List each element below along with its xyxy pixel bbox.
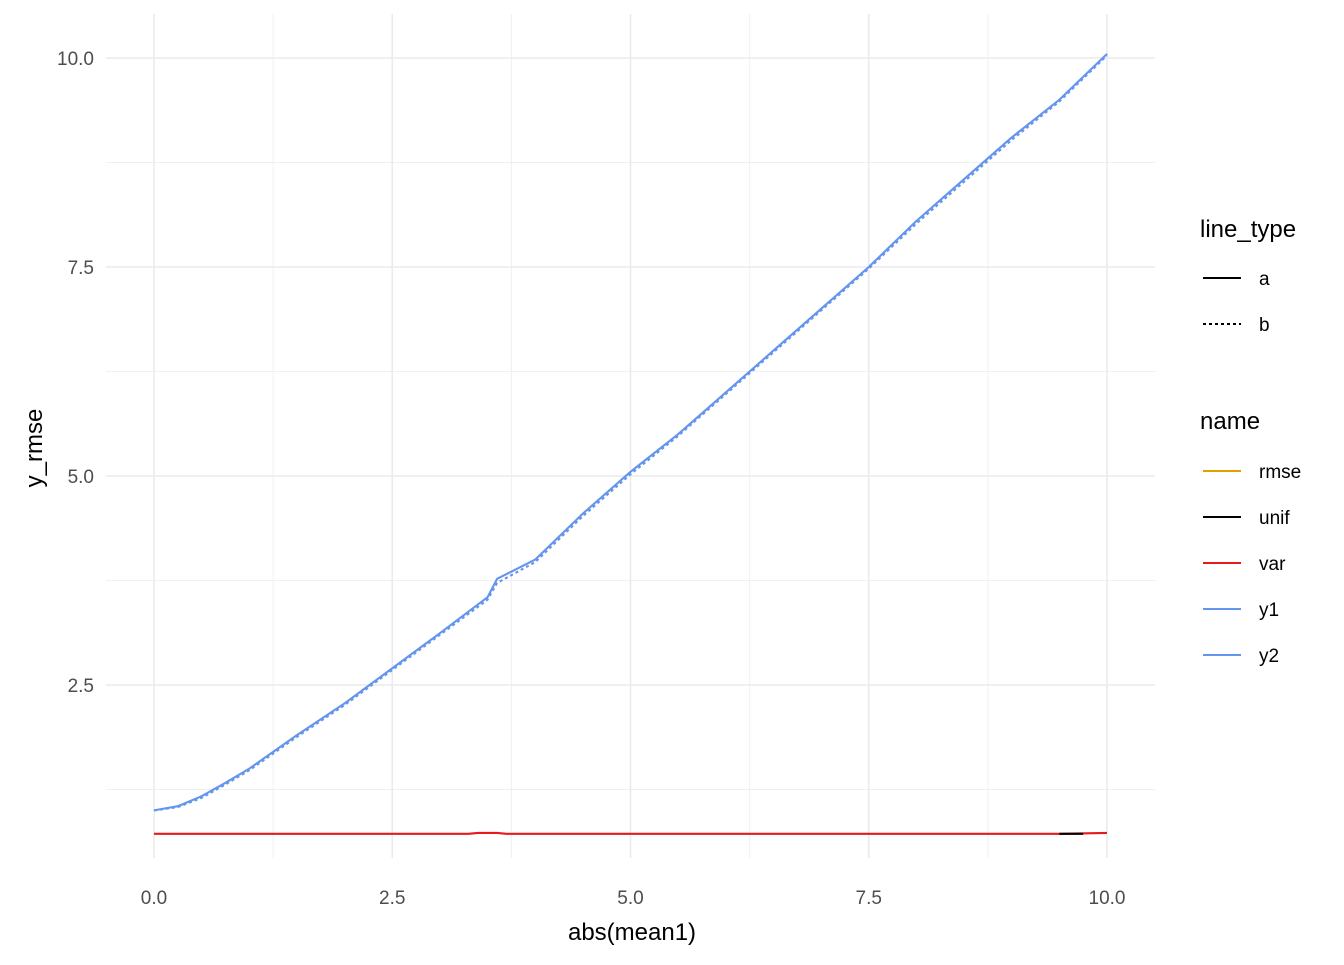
x-tick-label: 2.5 bbox=[379, 888, 405, 909]
legend-label-rmse: rmse bbox=[1259, 462, 1301, 483]
y-axis-title: y_rmse bbox=[21, 409, 48, 488]
x-tick-label: 7.5 bbox=[856, 888, 882, 909]
y-tick-label: 5.0 bbox=[68, 467, 94, 488]
legend-group-name: name rmse unif var y1 y2 bbox=[1200, 408, 1301, 667]
legend-title: line_type bbox=[1200, 216, 1296, 243]
x-tick-label: 5.0 bbox=[617, 888, 643, 909]
legend-label-y1: y1 bbox=[1259, 600, 1279, 621]
y-axis-tick-labels: 2.5 5.0 7.5 10.0 bbox=[57, 49, 94, 697]
series-line-y2 bbox=[153, 54, 1108, 812]
legend-label-a: a bbox=[1259, 269, 1270, 290]
x-axis-title: abs(mean1) bbox=[568, 919, 696, 946]
series-lines bbox=[153, 53, 1108, 835]
y-tick-label: 2.5 bbox=[68, 676, 94, 697]
series-line-var bbox=[154, 831, 1108, 835]
legend-label-b: b bbox=[1259, 315, 1270, 336]
legend-title: name bbox=[1200, 408, 1260, 435]
legend-label-y2: y2 bbox=[1259, 646, 1279, 667]
series-line-y1 bbox=[153, 53, 1108, 812]
x-axis-tick-labels: 0.0 2.5 5.0 7.5 10.0 bbox=[141, 888, 1126, 909]
x-tick-label: 0.0 bbox=[141, 888, 167, 909]
y-tick-label: 10.0 bbox=[57, 49, 94, 70]
legend-label-unif: unif bbox=[1259, 508, 1290, 529]
x-tick-label: 10.0 bbox=[1089, 888, 1126, 909]
major-gridlines bbox=[106, 14, 1155, 858]
legend-label-var: var bbox=[1259, 554, 1286, 575]
y-tick-label: 7.5 bbox=[68, 258, 94, 279]
